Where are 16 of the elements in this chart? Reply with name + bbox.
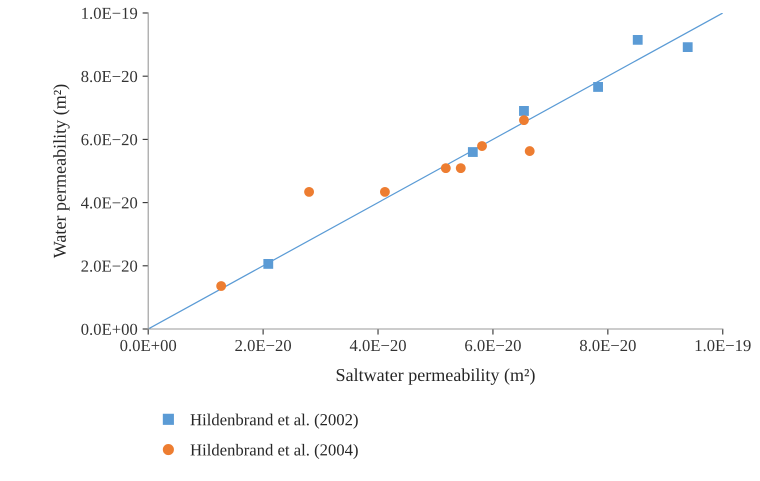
y-tick-label: 6.0E−20 — [81, 134, 138, 146]
y-tick-label: 1.0E−19 — [82, 8, 138, 20]
x-tick-label: 2.0E−20 — [235, 340, 292, 352]
y-tick-label: 4.0E−20 — [81, 197, 138, 209]
x-tick-label: 6.0E−20 — [465, 340, 521, 352]
y-tick-label: 8.0E−20 — [81, 70, 138, 82]
legend-label: Hildenbrand et al. (2004) — [190, 444, 358, 459]
x-tick-label: 4.0E−20 — [350, 340, 406, 352]
legend-label: Hildenbrand et al. (2002) — [190, 414, 358, 429]
y-tick-label: 0.0E+00 — [81, 324, 138, 336]
y-axis-title: Water permeability (m²) — [53, 84, 70, 258]
x-axis-title: Saltwater permeability (m²) — [336, 368, 535, 385]
x-tick-label: 8.0E−20 — [580, 340, 636, 352]
x-tick-label: 1.0E−19 — [696, 340, 751, 352]
y-tick-label: 2.0E−20 — [81, 260, 138, 272]
x-tick-label: 0.0E+00 — [120, 340, 176, 352]
